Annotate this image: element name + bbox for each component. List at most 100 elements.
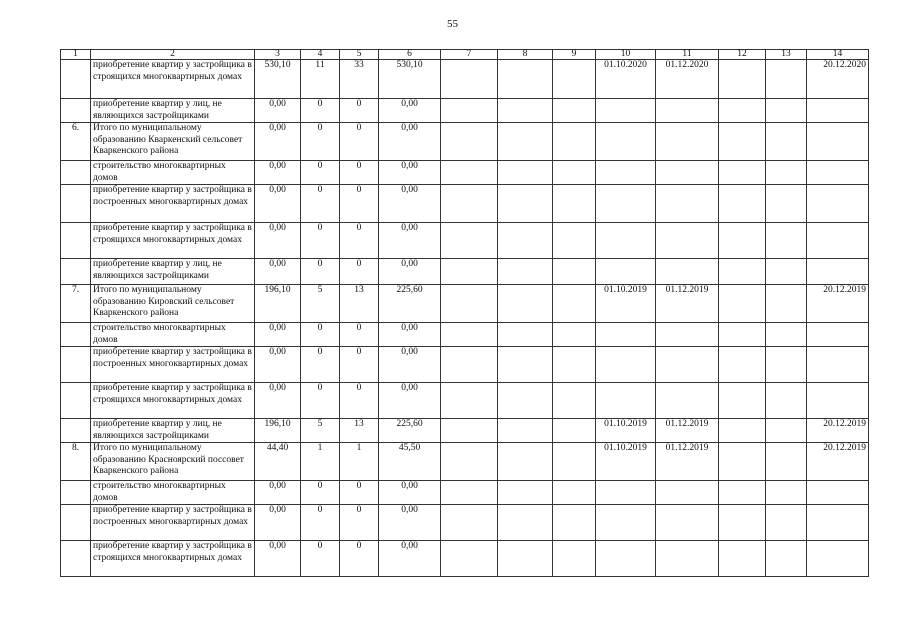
cell-col-13 — [765, 258, 807, 285]
cell-col-13 — [765, 59, 807, 99]
column-header-9: 9 — [552, 49, 596, 60]
cell-col-12 — [718, 322, 766, 347]
cell-col-11 — [655, 258, 719, 285]
cell-col-14 — [806, 504, 869, 541]
cell-col-11 — [655, 184, 719, 223]
cell-col-14: 20.12.2019 — [806, 418, 869, 443]
cell-col-4: 11 — [300, 59, 340, 99]
cell-col-8 — [497, 122, 553, 161]
table-row: приобретение квартир у лиц, не являющихс… — [60, 98, 869, 123]
cell-col-13 — [765, 418, 807, 443]
row-label: строительство многоквартирных домов — [90, 480, 255, 505]
row-label: Итого по муниципальному образованию Киро… — [90, 284, 255, 323]
cell-col-5: 33 — [339, 59, 379, 99]
cell-col-5: 0 — [339, 258, 379, 285]
data-table: 1 2 3 4 5 6 7 8 9 10 11 12 13 14 приобретение квартир… — [60, 49, 869, 577]
column-header-11: 11 — [655, 49, 719, 60]
cell-col-11 — [655, 540, 719, 577]
cell-col-8 — [497, 346, 553, 383]
cell-col-6: 225,60 — [378, 418, 441, 443]
cell-col-3: 0,00 — [254, 258, 301, 285]
cell-col-6: 0,00 — [378, 346, 441, 383]
cell-col-7 — [440, 160, 498, 185]
row-label: приобретение квартир у лиц, не являющихс… — [90, 418, 255, 443]
cell-col-4: 0 — [300, 480, 340, 505]
cell-col-14 — [806, 346, 869, 383]
cell-col-11 — [655, 322, 719, 347]
table-row: 8. Итого по муниципальному образованию Кр… — [60, 442, 869, 481]
cell-col-12 — [718, 382, 766, 419]
cell-col-10: 01.10.2020 — [595, 59, 656, 99]
cell-col-5: 1 — [339, 442, 379, 481]
cell-col-6: 0,00 — [378, 382, 441, 419]
cell-col-14: 20.12.2019 — [806, 284, 869, 323]
cell-col-12 — [718, 258, 766, 285]
row-number — [60, 540, 91, 577]
cell-col-10 — [595, 122, 656, 161]
cell-col-13 — [765, 184, 807, 223]
cell-col-8 — [497, 258, 553, 285]
cell-col-3: 0,00 — [254, 382, 301, 419]
cell-col-10: 01.10.2019 — [595, 442, 656, 481]
cell-col-14 — [806, 160, 869, 185]
cell-col-14: 20.12.2019 — [806, 442, 869, 481]
cell-col-3: 0,00 — [254, 540, 301, 577]
row-label: строительство многоквартирных домов — [90, 160, 255, 185]
cell-col-13 — [765, 322, 807, 347]
table-row: приобретение квартир у лиц, не являющихс… — [60, 258, 869, 285]
cell-col-4: 0 — [300, 98, 340, 123]
cell-col-7 — [440, 222, 498, 259]
table-row: приобретение квартир у застройщика в пос… — [60, 504, 869, 541]
cell-col-14 — [806, 184, 869, 223]
cell-col-12 — [718, 284, 766, 323]
cell-col-5: 0 — [339, 98, 379, 123]
cell-col-7 — [440, 480, 498, 505]
cell-col-11 — [655, 382, 719, 419]
cell-col-10 — [595, 160, 656, 185]
cell-col-9 — [552, 504, 596, 541]
cell-col-9 — [552, 540, 596, 577]
cell-col-3: 0,00 — [254, 346, 301, 383]
cell-col-5: 0 — [339, 504, 379, 541]
row-number — [60, 59, 91, 99]
cell-col-14 — [806, 322, 869, 347]
row-label: приобретение квартир у лиц, не являющихс… — [90, 98, 255, 123]
cell-col-12 — [718, 540, 766, 577]
cell-col-13 — [765, 540, 807, 577]
cell-col-13 — [765, 504, 807, 541]
cell-col-6: 0,00 — [378, 540, 441, 577]
cell-col-14 — [806, 98, 869, 123]
row-number — [60, 346, 91, 383]
cell-col-4: 0 — [300, 382, 340, 419]
cell-col-10: 01.10.2019 — [595, 284, 656, 323]
cell-col-11 — [655, 504, 719, 541]
cell-col-3: 0,00 — [254, 504, 301, 541]
cell-col-7 — [440, 184, 498, 223]
cell-col-13 — [765, 284, 807, 323]
cell-col-10 — [595, 184, 656, 223]
cell-col-7 — [440, 504, 498, 541]
cell-col-11: 01.12.2019 — [655, 442, 719, 481]
cell-col-5: 0 — [339, 322, 379, 347]
row-number — [60, 322, 91, 347]
row-number — [60, 258, 91, 285]
column-header-8: 8 — [497, 49, 553, 60]
cell-col-10 — [595, 480, 656, 505]
row-number: 6. — [60, 122, 91, 161]
cell-col-13 — [765, 480, 807, 505]
cell-col-5: 0 — [339, 540, 379, 577]
column-header-3: 3 — [254, 49, 301, 60]
cell-col-13 — [765, 160, 807, 185]
cell-col-13 — [765, 98, 807, 123]
cell-col-8 — [497, 222, 553, 259]
cell-col-10 — [595, 222, 656, 259]
cell-col-4: 0 — [300, 504, 340, 541]
row-number — [60, 418, 91, 443]
cell-col-7 — [440, 382, 498, 419]
row-label: приобретение квартир у лиц, не являющихс… — [90, 258, 255, 285]
cell-col-6: 0,00 — [378, 480, 441, 505]
cell-col-14 — [806, 122, 869, 161]
cell-col-12 — [718, 98, 766, 123]
cell-col-4: 5 — [300, 284, 340, 323]
cell-col-11 — [655, 160, 719, 185]
